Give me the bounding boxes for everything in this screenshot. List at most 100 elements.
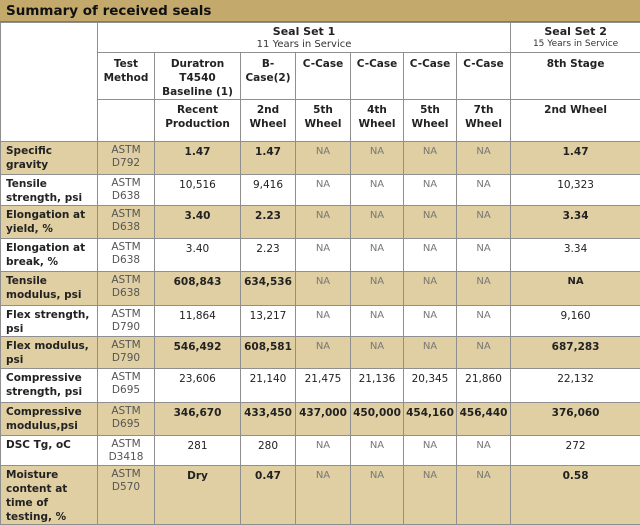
cell-value: 437,000	[296, 403, 351, 436]
cell-value: 3.40	[155, 239, 241, 272]
cell-value: 21,475	[296, 369, 351, 403]
cell-value: NA	[457, 175, 511, 206]
column-subheader-6: 7th Wheel	[457, 100, 511, 142]
cell-value: NA	[296, 239, 351, 272]
column-header-4: C-Case	[351, 53, 404, 100]
cell-value: NA	[404, 306, 457, 337]
cell-value: 2.23	[241, 206, 296, 239]
row-label: Compressive strength, psi	[1, 369, 98, 403]
cell-value: 376,060	[511, 403, 640, 436]
cell-value: NA	[351, 306, 404, 337]
cell-value: 0.47	[241, 466, 296, 525]
cell-value: NA	[296, 272, 351, 306]
cell-value: NA	[296, 142, 351, 175]
cell-value: NA	[351, 272, 404, 306]
cell-value: 634,536	[241, 272, 296, 306]
column-subheader-4: 4th Wheel	[351, 100, 404, 142]
cell-value: 687,283	[511, 337, 640, 369]
cell-value: 0.58	[511, 466, 640, 525]
cell-value: 450,000	[351, 403, 404, 436]
cell-value: 9,416	[241, 175, 296, 206]
column-subheader-3: 5th Wheel	[296, 100, 351, 142]
cell-value: 1.47	[511, 142, 640, 175]
cell-value: NA	[351, 466, 404, 525]
empty-corner-cell	[1, 23, 98, 142]
cell-value: NA	[296, 337, 351, 369]
cell-value: 11,864	[155, 306, 241, 337]
cell-value: 608,581	[241, 337, 296, 369]
cell-value: 21,136	[351, 369, 404, 403]
row-label: Specific gravity	[1, 142, 98, 175]
column-header-6: C-Case	[457, 53, 511, 100]
seal-set-1-sub: 11 Years in Service	[100, 38, 508, 51]
row-label: DSC Tg, oC	[1, 436, 98, 466]
column-header-3: C-Case	[296, 53, 351, 100]
cell-value: 3.34	[511, 239, 640, 272]
seal-set-1-name: Seal Set 1	[100, 25, 508, 38]
cell-value: 3.40	[155, 206, 241, 239]
cell-value: NA	[457, 306, 511, 337]
seal-set-header-row: Seal Set 1 11 Years in Service Seal Set …	[1, 23, 640, 53]
cell-value: 22,132	[511, 369, 640, 403]
cell-value: NA	[404, 206, 457, 239]
cell-value: NA	[404, 239, 457, 272]
cell-value: NA	[404, 436, 457, 466]
row-label: Compressive modulus,psi	[1, 403, 98, 436]
cell-value: NA	[404, 272, 457, 306]
table-row: Moisture content at time of testing, %AS…	[1, 466, 640, 525]
column-header-2: B-Case(2)	[241, 53, 296, 100]
row-label: Flex modulus, psi	[1, 337, 98, 369]
column-header-1: Duratron T4540 Baseline (1)	[155, 53, 241, 100]
row-label: Tensile strength, psi	[1, 175, 98, 206]
cell-value: 9,160	[511, 306, 640, 337]
seals-summary-table: Seal Set 1 11 Years in Service Seal Set …	[0, 22, 640, 525]
cell-value: 3.34	[511, 206, 640, 239]
cell-value: 21,140	[241, 369, 296, 403]
cell-value: NA	[351, 206, 404, 239]
cell-value: 20,345	[404, 369, 457, 403]
seal-set-2-sub: 15 Years in Service	[513, 38, 638, 51]
cell-value: 433,450	[241, 403, 296, 436]
cell-value: NA	[296, 466, 351, 525]
cell-value: NA	[457, 239, 511, 272]
cell-value: 10,516	[155, 175, 241, 206]
cell-value: NA	[457, 142, 511, 175]
row-label: Elongation at yield, %	[1, 206, 98, 239]
cell-value: NA	[404, 142, 457, 175]
cell-value: 454,160	[404, 403, 457, 436]
cell-value: 281	[155, 436, 241, 466]
row-label: Tensile modulus, psi	[1, 272, 98, 306]
cell-value: NA	[351, 337, 404, 369]
cell-value: NA	[457, 436, 511, 466]
cell-value: 13,217	[241, 306, 296, 337]
row-label: Elongation at break, %	[1, 239, 98, 272]
cell-value: NA	[296, 175, 351, 206]
column-header-0: Test Method	[98, 53, 155, 100]
cell-value: NA	[351, 436, 404, 466]
cell-value: 346,670	[155, 403, 241, 436]
cell-value: NA	[404, 466, 457, 525]
cell-value: 10,323	[511, 175, 640, 206]
cell-value: 280	[241, 436, 296, 466]
cell-value: 456,440	[457, 403, 511, 436]
cell-value: 608,843	[155, 272, 241, 306]
row-label: Moisture content at time of testing, %	[1, 466, 98, 525]
cell-value: NA	[351, 142, 404, 175]
cell-value: NA	[351, 239, 404, 272]
cell-value: 2.23	[241, 239, 296, 272]
cell-value: Dry	[155, 466, 241, 525]
cell-value: NA	[296, 206, 351, 239]
